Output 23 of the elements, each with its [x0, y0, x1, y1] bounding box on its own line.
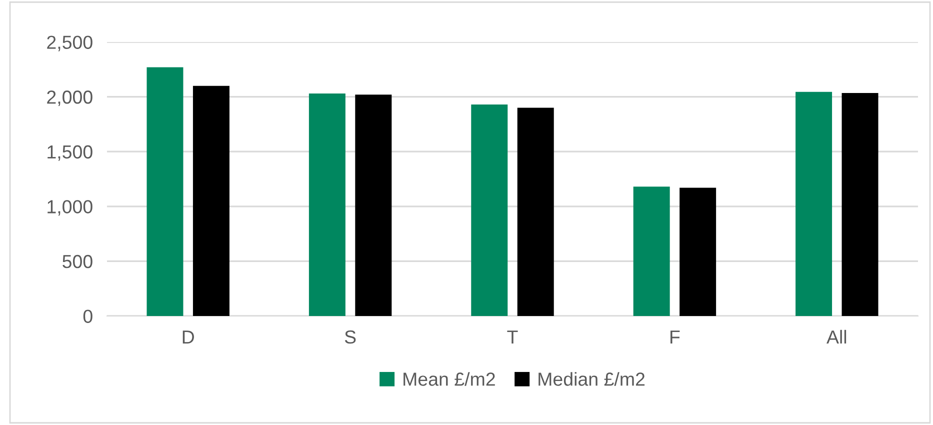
- bar: [146, 67, 184, 316]
- legend-label: Median £/m2: [538, 372, 645, 386]
- bar: [842, 92, 878, 316]
- bar: [633, 186, 670, 316]
- bar: [192, 86, 230, 316]
- bar: [355, 94, 392, 316]
- y-tick-label: 1,000: [48, 200, 92, 216]
- y-tick-label: 2,500: [47, 36, 92, 52]
- x-tick-label: T: [507, 330, 518, 344]
- bar: [308, 94, 346, 316]
- x-tick-label: S: [344, 330, 356, 344]
- bar: [796, 92, 832, 316]
- y-tick-label: 1,500: [48, 145, 92, 161]
- x-tick-label: F: [670, 330, 680, 344]
- bar: [680, 188, 716, 316]
- bar: [471, 104, 508, 316]
- x-tick-label: D: [182, 330, 194, 344]
- bar: [517, 108, 554, 316]
- legend-label: Mean £/m2: [404, 372, 495, 386]
- y-tick-label: 0: [83, 310, 92, 323]
- y-tick-label: 2,000: [47, 90, 92, 106]
- y-tick-label: 500: [62, 254, 92, 268]
- x-tick-label: All: [826, 330, 846, 344]
